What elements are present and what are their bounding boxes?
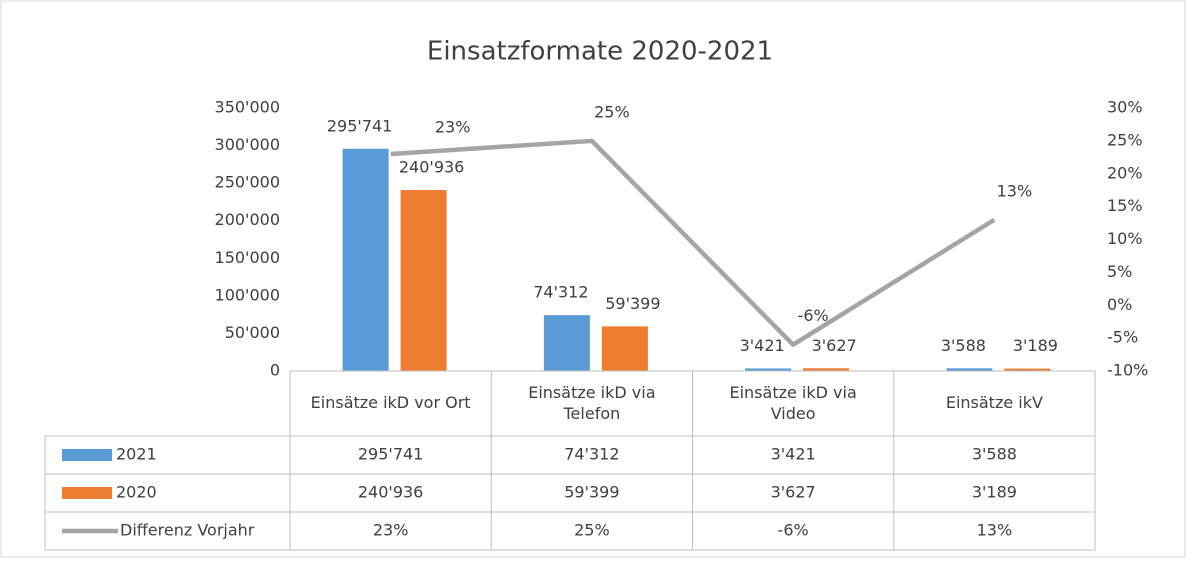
table-cell: 240'936 bbox=[358, 483, 423, 502]
chart-title: Einsatzformate 2020-2021 bbox=[427, 37, 773, 67]
legend-swatch bbox=[62, 449, 112, 461]
table-cell: 13% bbox=[977, 521, 1013, 540]
y2-tick-label: 20% bbox=[1107, 163, 1143, 182]
legend-label: 2021 bbox=[116, 445, 157, 464]
y-tick-label: 200'000 bbox=[215, 210, 280, 229]
y2-tick-label: 30% bbox=[1107, 98, 1143, 117]
table-cell: 25% bbox=[574, 521, 610, 540]
table-cell: 295'741 bbox=[358, 445, 423, 464]
table-cell: 3'189 bbox=[972, 483, 1017, 502]
y-tick-label: 0 bbox=[270, 361, 280, 380]
table-cell: 59'399 bbox=[564, 483, 619, 502]
y2-tick-label: 15% bbox=[1107, 196, 1143, 215]
table-cell: 3'421 bbox=[771, 445, 816, 464]
y2-tick-label: 5% bbox=[1107, 262, 1132, 281]
x-tick-label-box: Einsätze ikD vor Ort bbox=[310, 393, 471, 413]
table-cell: -6% bbox=[778, 521, 809, 540]
y-tick-label: 300'000 bbox=[215, 135, 280, 154]
data-label: 13% bbox=[997, 181, 1033, 200]
x-tick-label-box: Einsätze ikD via Video bbox=[729, 382, 857, 423]
x-tick-label-box: Einsätze ikV bbox=[945, 393, 1043, 413]
y2-tick-label: -10% bbox=[1107, 361, 1148, 380]
data-label: 25% bbox=[594, 102, 630, 121]
legend-label: Differenz Vorjahr bbox=[120, 521, 255, 540]
y2-tick-label: 10% bbox=[1107, 229, 1143, 248]
y2-tick-label: -5% bbox=[1107, 328, 1138, 347]
bar bbox=[601, 326, 648, 371]
data-label: 240'936 bbox=[399, 157, 464, 176]
bar bbox=[342, 148, 389, 371]
legend-swatch bbox=[62, 487, 112, 499]
data-label: 3'588 bbox=[941, 336, 986, 355]
bar bbox=[803, 368, 850, 371]
table-cell: 23% bbox=[373, 521, 409, 540]
line-series bbox=[390, 138, 996, 347]
bar bbox=[400, 189, 447, 371]
data-label: 295'741 bbox=[327, 116, 392, 135]
data-label: 59'399 bbox=[605, 294, 660, 313]
y-tick-label: 100'000 bbox=[215, 285, 280, 304]
x-tick-label: Einsätze ikD vor Ort bbox=[310, 393, 471, 413]
x-tick-label-box: Einsätze ikD via Telefon bbox=[528, 382, 656, 423]
y2-tick-label: 25% bbox=[1107, 130, 1143, 149]
data-label: 23% bbox=[435, 118, 471, 137]
data-label: 3'627 bbox=[812, 336, 857, 355]
y-tick-label: 50'000 bbox=[225, 323, 280, 342]
table-cell: 3'627 bbox=[771, 483, 816, 502]
data-label: 74'312 bbox=[533, 283, 588, 302]
x-tick-label: Einsätze ikV bbox=[945, 393, 1043, 413]
table-cell: 74'312 bbox=[564, 445, 619, 464]
data-label: -6% bbox=[798, 306, 829, 325]
legend-label: 2020 bbox=[116, 483, 157, 502]
data-label: 3'189 bbox=[1013, 336, 1058, 355]
x-tick-label: Einsätze ikD via Video bbox=[729, 382, 857, 423]
bar bbox=[946, 368, 993, 371]
bar bbox=[543, 315, 590, 371]
bar bbox=[1004, 368, 1051, 371]
y-tick-label: 350'000 bbox=[215, 98, 280, 117]
bar bbox=[745, 368, 792, 371]
table-cell: 3'588 bbox=[972, 445, 1017, 464]
x-tick-label: Einsätze ikD via Telefon bbox=[528, 382, 656, 423]
y2-tick-label: 0% bbox=[1107, 295, 1132, 314]
y-tick-label: 250'000 bbox=[215, 173, 280, 192]
y-tick-label: 150'000 bbox=[215, 248, 280, 267]
data-label: 3'421 bbox=[740, 336, 785, 355]
